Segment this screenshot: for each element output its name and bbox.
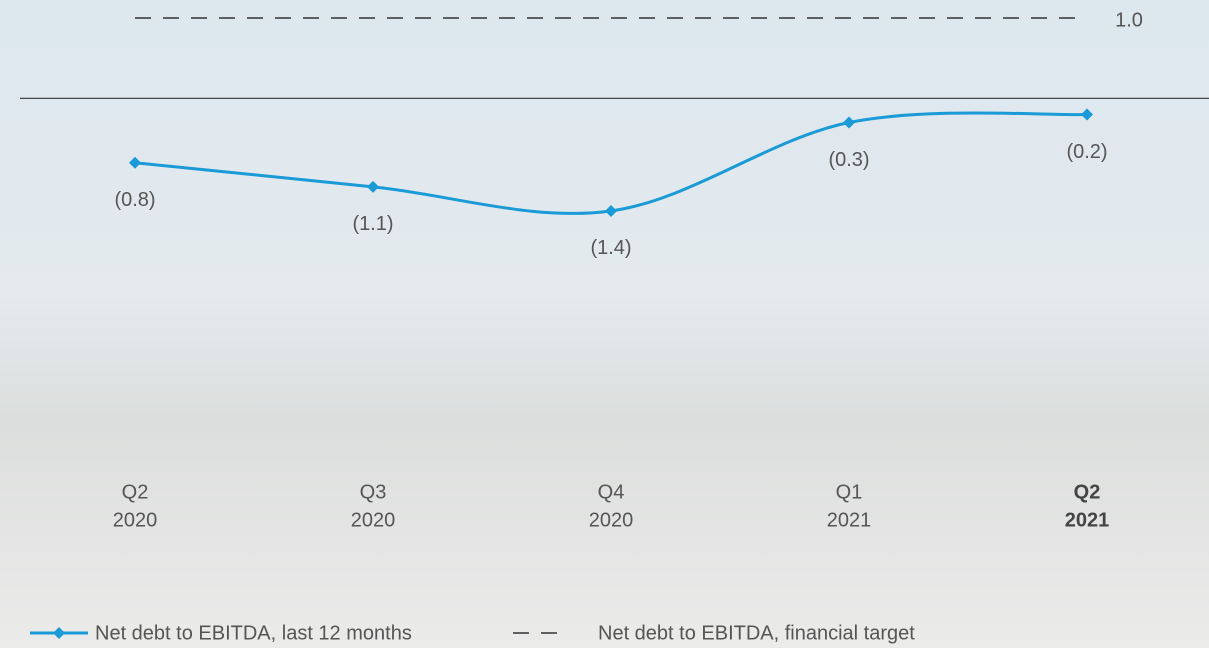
value-label: (0.8): [114, 189, 155, 211]
marker: [1081, 108, 1093, 121]
x-tick-label: Q4: [598, 481, 625, 503]
value-label: (1.1): [352, 213, 393, 235]
value-label: 1.0: [1115, 9, 1143, 31]
marker: [605, 204, 617, 217]
marker: [129, 156, 141, 169]
x-tick-label: Q1: [836, 481, 863, 503]
legend-label: Net debt to EBITDA, last 12 months: [95, 622, 412, 644]
marker: [843, 116, 855, 129]
x-tick-label: Q2: [122, 481, 149, 503]
value-label: (1.4): [590, 237, 631, 259]
x-tick-label: 2020: [113, 509, 158, 531]
x-tick-label: 2021: [827, 509, 872, 531]
marker: [367, 180, 379, 193]
value-label: (0.3): [828, 149, 869, 171]
x-tick-label: 2020: [589, 509, 634, 531]
value-label: (0.2): [1066, 141, 1107, 163]
legend-label: Net debt to EBITDA, financial target: [598, 622, 915, 644]
x-tick-label: 2020: [351, 509, 396, 531]
x-tick-label: Q3: [360, 481, 387, 503]
x-tick-label: Q2: [1074, 481, 1101, 503]
x-tick-label: 2021: [1065, 509, 1110, 531]
legend-marker: [53, 627, 65, 639]
